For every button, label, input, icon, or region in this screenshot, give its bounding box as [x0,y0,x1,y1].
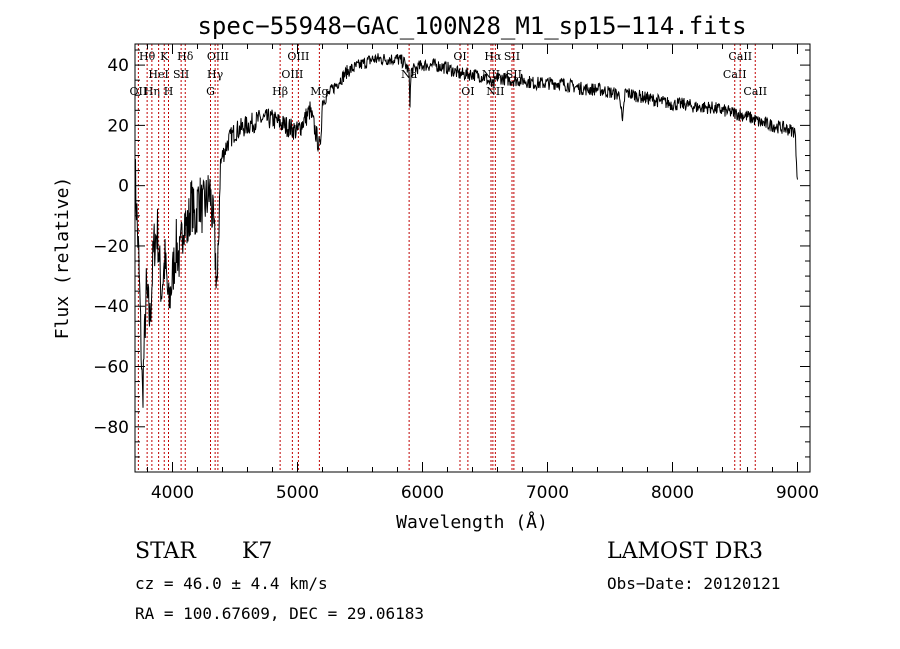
x-axis-label: Wavelength (Å) [396,511,548,533]
x-tick-label: 4000 [151,483,194,503]
spectrum-line [134,53,798,408]
chart-title: spec−55948−GAC_100N28_M1_sp15−114.fits [197,12,746,40]
line-marker-label: NII [486,85,504,98]
line-marker-label: Hβ [272,85,288,98]
y-axis-label: Flux (relative) [52,177,73,340]
line-marker-label: OI [453,50,466,63]
line-marker-label: SII [504,50,520,63]
line-marker-label: CaII [743,85,767,98]
line-marker-label: OIII [287,50,309,63]
line-marker-label: Mg [310,85,328,98]
line-marker-label: OII [130,85,148,98]
plot-frame [134,43,811,473]
object-class: STAR [135,539,197,564]
observation-date: Obs−Date: 20120121 [607,574,780,593]
line-marker-label: K [160,50,169,63]
x-tick-label: 9000 [776,483,819,503]
y-tick-label: −80 [93,418,129,438]
line-marker-label: SII [173,68,189,81]
x-tick-label: 7000 [526,483,569,503]
line-marker-label: HeI [148,68,168,81]
x-tick-label: 6000 [401,483,444,503]
y-tick-label: 40 [107,56,129,76]
line-markers: OIIHθHηHeIKHSIIHδGHγOIIIHβOIIIOIIIMgNaOI… [130,44,767,472]
line-marker-label: Hθ [139,50,156,63]
y-tick-label: 20 [107,116,129,136]
line-marker-label: OIII [281,68,303,81]
x-tick-label: 8000 [651,483,694,503]
survey-name: LAMOST DR3 [607,539,763,564]
y-tick-label: −20 [93,237,129,257]
coordinates: RA = 100.67609, DEC = 29.06183 [135,604,424,623]
line-marker-label: H [164,85,174,98]
x-axis: 4000 5000 6000 7000 8000 9000 [147,44,819,503]
line-marker-label: Hδ [177,50,194,63]
line-marker-label: G [206,85,215,98]
redshift-velocity: cz = 46.0 ± 4.4 km/s [135,574,328,593]
y-axis: −80 −60 −40 −20 0 20 40 [93,49,810,458]
line-marker-label: OIII [207,50,229,63]
line-marker-label: CaII [728,50,752,63]
line-marker-label: Hγ [207,68,224,81]
line-marker-label: OI [461,85,474,98]
y-tick-label: 0 [118,177,129,197]
line-marker-label: Hη [144,85,160,98]
line-marker-label: Hα [484,50,502,63]
x-tick-label: 5000 [276,483,319,503]
y-tick-label: −40 [93,297,129,317]
object-subclass: K7 [242,539,272,564]
y-tick-label: −60 [93,358,129,378]
line-marker-label: CaII [723,68,747,81]
